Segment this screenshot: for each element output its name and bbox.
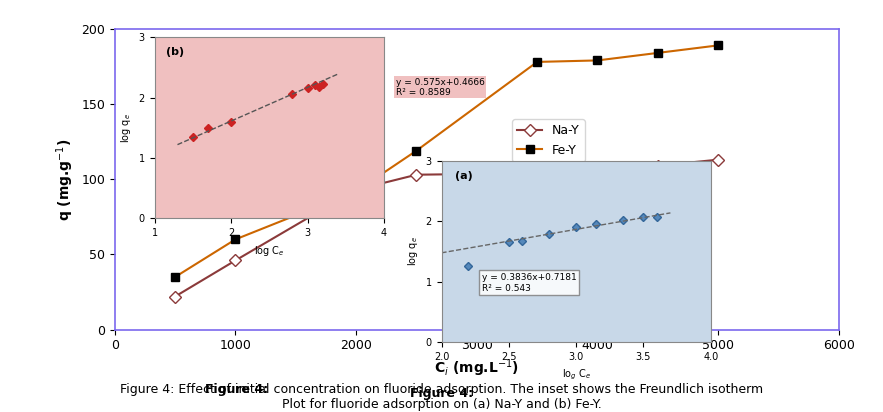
Fe-Y bbox=[351, 189, 361, 194]
Text: Figure 4:: Figure 4: bbox=[410, 387, 473, 400]
Na-Y bbox=[411, 172, 422, 177]
X-axis label: lo$_g$ C$_e$: lo$_g$ C$_e$ bbox=[562, 367, 591, 382]
Na-Y bbox=[170, 294, 180, 299]
Y-axis label: q (mg.g$^{-1}$): q (mg.g$^{-1}$) bbox=[54, 138, 76, 220]
Text: (a): (a) bbox=[455, 171, 472, 181]
Text: y = 0.3836x+0.7181
R² = 0.543: y = 0.3836x+0.7181 R² = 0.543 bbox=[482, 273, 577, 293]
Text: Figure 4: Effect of initial concentration on fluoride adsorption. The inset show: Figure 4: Effect of initial concentratio… bbox=[120, 383, 763, 396]
Na-Y bbox=[351, 187, 361, 192]
Fe-Y bbox=[230, 237, 241, 242]
Line: Na-Y: Na-Y bbox=[171, 155, 722, 301]
X-axis label: C$_i$ (mg.L$^{-1}$): C$_i$ (mg.L$^{-1}$) bbox=[434, 358, 519, 379]
Fe-Y bbox=[592, 58, 603, 63]
Na-Y bbox=[713, 157, 723, 162]
Line: Fe-Y: Fe-Y bbox=[171, 41, 722, 281]
Legend: Na-Y, Fe-Y: Na-Y, Fe-Y bbox=[512, 119, 585, 162]
Y-axis label: log q$_e$: log q$_e$ bbox=[406, 236, 420, 267]
Na-Y bbox=[653, 163, 663, 168]
Fe-Y bbox=[411, 148, 422, 153]
Text: Plot for fluoride adsorption on (a) Na-Y and (b) Fe-Y.: Plot for fluoride adsorption on (a) Na-Y… bbox=[282, 398, 601, 411]
Text: y = 0.575x+0.4666
R² = 0.8589: y = 0.575x+0.4666 R² = 0.8589 bbox=[396, 78, 485, 97]
Na-Y bbox=[592, 168, 603, 173]
Text: Figure 4:: Figure 4: bbox=[205, 383, 268, 396]
Na-Y bbox=[230, 258, 241, 263]
Text: (b): (b) bbox=[166, 47, 185, 57]
Fe-Y bbox=[532, 59, 542, 64]
X-axis label: log C$_e$: log C$_e$ bbox=[254, 243, 284, 258]
Y-axis label: log q$_e$: log q$_e$ bbox=[119, 112, 133, 143]
Fe-Y bbox=[653, 50, 663, 55]
Na-Y bbox=[532, 171, 542, 176]
Fe-Y bbox=[170, 274, 180, 279]
Fe-Y bbox=[713, 43, 723, 48]
